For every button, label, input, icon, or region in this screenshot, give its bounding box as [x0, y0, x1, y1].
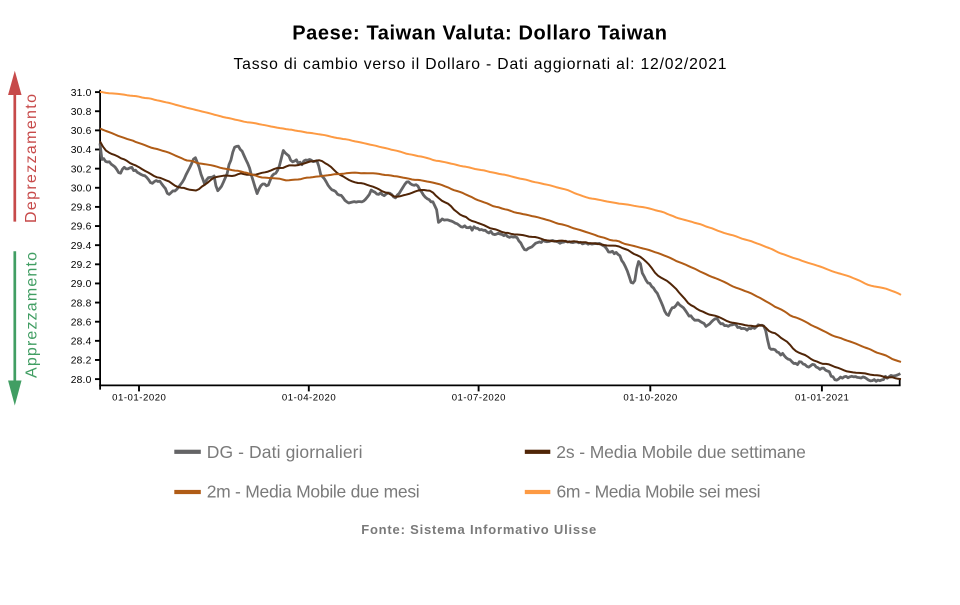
svg-text:DG - Dati giornalieri: DG - Dati giornalieri [207, 442, 363, 462]
svg-text:Apprezzamento: Apprezzamento [23, 252, 40, 378]
svg-text:Tasso di cambio verso il Dolla: Tasso di cambio verso il Dollaro - Dati … [234, 56, 727, 73]
svg-text:28.4: 28.4 [71, 337, 92, 348]
svg-text:01-07-2020: 01-07-2020 [452, 393, 506, 404]
svg-text:29.0: 29.0 [71, 279, 92, 290]
svg-text:01-04-2020: 01-04-2020 [282, 393, 336, 404]
svg-text:29.6: 29.6 [71, 222, 92, 233]
svg-text:31.0: 31.0 [71, 88, 92, 99]
svg-text:28.0: 28.0 [71, 375, 92, 386]
svg-text:28.2: 28.2 [71, 356, 92, 367]
svg-text:Deprezzamento: Deprezzamento [23, 94, 40, 223]
svg-text:29.4: 29.4 [71, 241, 92, 252]
svg-text:Fonte: Sistema Informativo Uli: Fonte: Sistema Informativo Ulisse [361, 522, 596, 537]
svg-text:Paese: Taiwan Valuta: Dollaro: Paese: Taiwan Valuta: Dollaro Taiwan [292, 22, 667, 44]
svg-text:29.8: 29.8 [71, 203, 92, 214]
svg-text:30.2: 30.2 [71, 164, 92, 175]
svg-text:6m - Media Mobile sei mesi: 6m - Media Mobile sei mesi [557, 482, 761, 502]
svg-text:01-01-2021: 01-01-2021 [795, 393, 849, 404]
svg-text:30.8: 30.8 [71, 107, 92, 118]
svg-text:28.6: 28.6 [71, 317, 92, 328]
svg-text:30.4: 30.4 [71, 145, 92, 156]
svg-text:30.6: 30.6 [71, 126, 92, 137]
svg-text:28.8: 28.8 [71, 298, 92, 309]
svg-text:2s - Media Mobile due settiman: 2s - Media Mobile due settimane [556, 442, 806, 462]
svg-text:01-01-2020: 01-01-2020 [112, 393, 166, 404]
svg-text:30.0: 30.0 [71, 183, 92, 194]
svg-text:29.2: 29.2 [71, 260, 92, 271]
svg-text:2m - Media Mobile due mesi: 2m - Media Mobile due mesi [207, 482, 420, 502]
svg-text:01-10-2020: 01-10-2020 [623, 393, 677, 404]
